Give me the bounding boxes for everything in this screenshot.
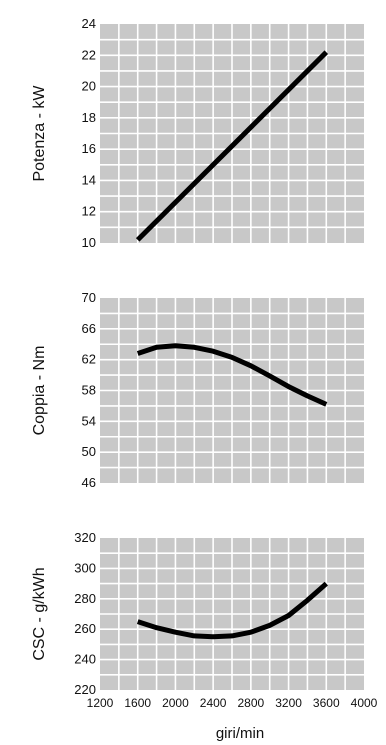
y-tick-label: 46 — [82, 475, 96, 490]
y-tick-label: 62 — [82, 352, 96, 367]
y-tick-label: 14 — [82, 172, 96, 187]
x-tick-label: 2000 — [162, 696, 189, 710]
y-tick-label: 320 — [74, 530, 96, 545]
y-tick-label: 54 — [82, 413, 96, 428]
y-tick-label: 20 — [82, 79, 96, 94]
y-tick-label: 70 — [82, 290, 96, 305]
y-tick-label: 18 — [82, 110, 96, 125]
x-axis-label: giri/min — [216, 725, 264, 742]
y-tick-label: 220 — [74, 682, 96, 697]
x-tick-label: 4000 — [351, 696, 378, 710]
x-tick-label: 2400 — [200, 696, 227, 710]
y-tick-label: 10 — [82, 235, 96, 250]
x-tick-label: 3600 — [313, 696, 340, 710]
x-tick-label: 1600 — [124, 696, 151, 710]
x-tick-label: 1200 — [87, 696, 114, 710]
y-tick-label: 260 — [74, 621, 96, 636]
x-tick-label: 2800 — [238, 696, 265, 710]
y-tick-label: 16 — [82, 141, 96, 156]
data-line-csc — [136, 581, 328, 640]
chart-panel-csc: 220 240 260 280 300 320 CSC - g/kWh 1200 1600 200… — [31, 530, 378, 742]
x-tick-label: 3200 — [275, 696, 302, 710]
y-tick-label: 66 — [82, 321, 96, 336]
y-axis-label: CSC - g/kWh — [31, 567, 48, 660]
data-line-coppia — [136, 343, 328, 407]
y-tick-label: 58 — [82, 383, 96, 398]
chart-panel-coppia: 46 50 54 58 62 66 70 Coppia - Nm — [31, 290, 364, 490]
y-tick-label: 12 — [82, 204, 96, 219]
y-axis-label: Coppia - Nm — [31, 346, 48, 436]
y-tick-label: 50 — [82, 444, 96, 459]
y-tick-label: 300 — [74, 560, 96, 575]
y-tick-label: 240 — [74, 652, 96, 667]
y-tick-label: 280 — [74, 591, 96, 606]
y-tick-label: 24 — [82, 16, 96, 31]
y-axis-label: Potenza - kW — [31, 85, 48, 182]
data-line-potenza — [135, 50, 329, 242]
chart-panel-potenza: 10 12 14 16 18 20 22 24 Potenza - kW — [31, 16, 364, 250]
y-tick-label: 22 — [82, 47, 96, 62]
